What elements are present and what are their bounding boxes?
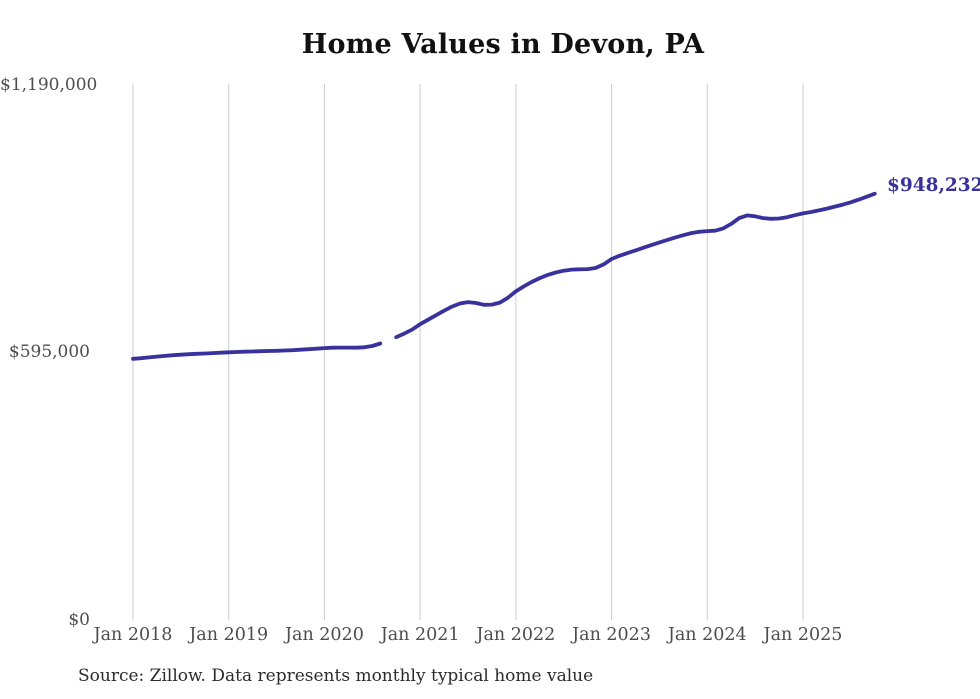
home-value-line	[394, 191, 877, 340]
chart-title: Home Values in Devon, PA	[301, 29, 705, 60]
latest-value-label: $948,232	[887, 175, 980, 196]
home-value-line	[131, 341, 383, 361]
y-axis-tick-label-mid: $595,000	[8, 342, 90, 362]
y-axis-tick-label-max: $1,190,000	[0, 75, 98, 95]
source-note: Source: Zillow. Data represents monthly …	[78, 666, 594, 686]
y-axis-tick-label-zero: $0	[68, 610, 90, 630]
